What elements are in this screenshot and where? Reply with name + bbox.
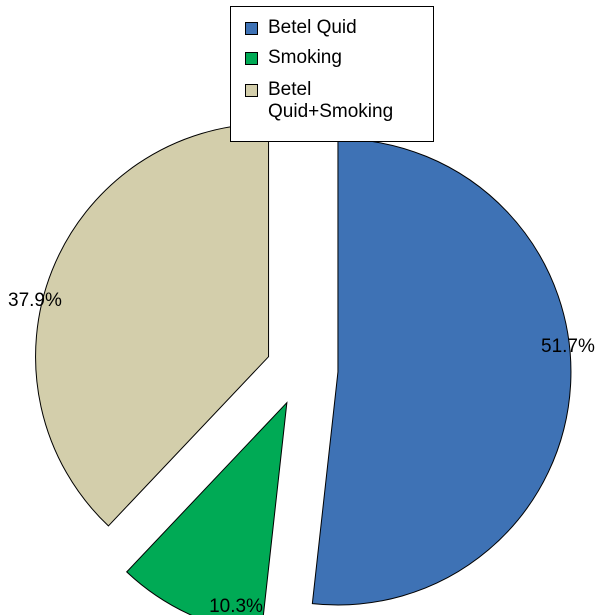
- legend-item-smoking: Smoking: [245, 47, 428, 69]
- legend-swatch-smoking: [245, 52, 258, 65]
- legend-label-betel-quid: Betel Quid: [268, 17, 357, 38]
- legend-item-betel-quid-smoking: Betel Quid+Smoking: [245, 79, 428, 123]
- slice-label-betel-quid-smoking: 37.9%: [8, 290, 62, 311]
- chart-legend: Betel Quid Smoking Betel Quid+Smoking: [230, 6, 434, 142]
- slice-label-smoking: 10.3%: [209, 596, 263, 615]
- legend-swatch-betel-quid: [245, 22, 258, 35]
- slice-label-betel-quid: 51.7%: [541, 336, 595, 357]
- legend-item-betel-quid: Betel Quid: [245, 17, 428, 39]
- legend-label-betel-quid-smoking: Betel Quid+Smoking: [268, 79, 394, 122]
- pie-slice-betel-quid-smoking: [35, 123, 270, 527]
- legend-label-smoking: Smoking: [268, 47, 342, 68]
- pie-slice-betel-quid: [311, 138, 572, 606]
- legend-swatch-betel-quid-smoking: [245, 84, 258, 97]
- pie-slice-smoking: [125, 401, 288, 615]
